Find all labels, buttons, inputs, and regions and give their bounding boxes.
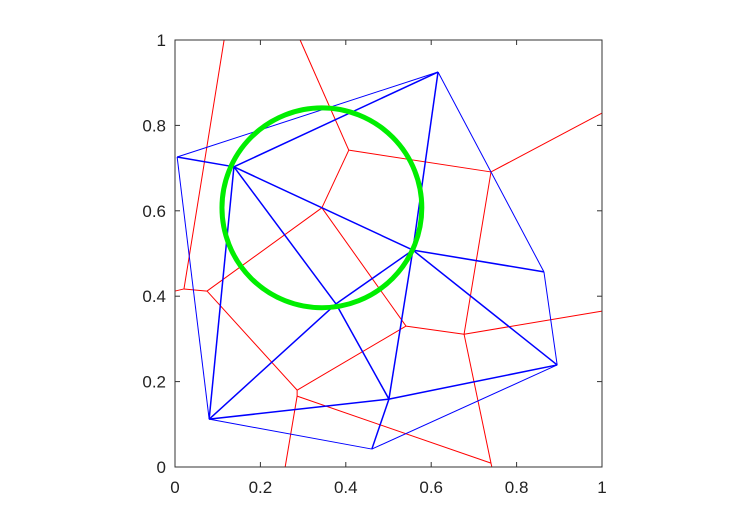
triangulation-edge bbox=[371, 364, 558, 450]
triangulation-edge bbox=[233, 166, 337, 305]
voronoi-edge bbox=[463, 310, 603, 335]
axes-box bbox=[174, 39, 603, 468]
triangulation-edge bbox=[388, 249, 414, 400]
triangulation-edge bbox=[412, 71, 439, 251]
triangulation-edge bbox=[412, 249, 545, 273]
voronoi-edge bbox=[463, 171, 492, 335]
triangulation-edge bbox=[233, 71, 439, 168]
voronoi-edge bbox=[206, 207, 323, 292]
voronoi-edge bbox=[463, 334, 492, 464]
y-tick-label: 1 bbox=[157, 31, 166, 50]
triangulation-edge bbox=[209, 418, 372, 450]
triangulation-edge bbox=[335, 249, 414, 305]
x-tick-label: 0.6 bbox=[419, 478, 443, 497]
triangulation-edge bbox=[412, 249, 558, 366]
delaunay-triangulation bbox=[176, 71, 558, 450]
triangulation-edge bbox=[208, 166, 235, 420]
voronoi-edge bbox=[174, 288, 185, 292]
voronoi-diagram bbox=[174, 39, 603, 468]
voronoi-edge bbox=[321, 207, 407, 327]
triangulation-edge bbox=[335, 303, 390, 400]
y-tick-label: 0.8 bbox=[142, 116, 166, 135]
triangulation-edge bbox=[388, 364, 558, 400]
voronoi-edge bbox=[348, 149, 492, 173]
y-tick-label: 0.4 bbox=[142, 287, 166, 306]
voronoi-edge bbox=[183, 39, 225, 290]
triangulation-edge bbox=[209, 398, 390, 420]
x-tick-label: 0.4 bbox=[334, 478, 358, 497]
circumcircle bbox=[219, 105, 425, 311]
triangulation-edge bbox=[437, 71, 545, 273]
x-tick-label: 0.8 bbox=[505, 478, 529, 497]
triangulation-edge bbox=[371, 398, 390, 450]
triangulation-edge bbox=[176, 156, 210, 420]
voronoi-edge bbox=[321, 149, 350, 209]
x-tick-label: 0.2 bbox=[249, 478, 273, 497]
triangulation-edge bbox=[208, 303, 337, 420]
voronoi-edge bbox=[296, 395, 492, 464]
y-tick-label: 0.6 bbox=[142, 202, 166, 221]
voronoi-edge bbox=[296, 325, 407, 391]
x-tick-label: 1 bbox=[597, 478, 606, 497]
circle-curve bbox=[219, 105, 425, 311]
y-tick-label: 0.2 bbox=[142, 373, 166, 392]
voronoi-edge bbox=[299, 39, 350, 151]
voronoi-edge bbox=[490, 112, 603, 173]
voronoi-edge bbox=[183, 288, 208, 292]
axis-ticks: 0 0.2 0.4 0.6 0.8 1 0 0.2 0.4 0.6 0.8 1 bbox=[142, 31, 606, 497]
triangulation-edge bbox=[233, 166, 414, 251]
voronoi-edge bbox=[405, 325, 465, 335]
voronoi-edge bbox=[284, 396, 298, 468]
triangulation-edge bbox=[176, 71, 439, 158]
voronoi-edge bbox=[490, 463, 493, 468]
y-tick-label: 0 bbox=[157, 458, 166, 477]
voronoi-edge bbox=[206, 290, 298, 391]
triangulation-edge bbox=[543, 271, 558, 366]
x-tick-label: 0 bbox=[170, 478, 179, 497]
triangulation-edge bbox=[177, 156, 235, 168]
